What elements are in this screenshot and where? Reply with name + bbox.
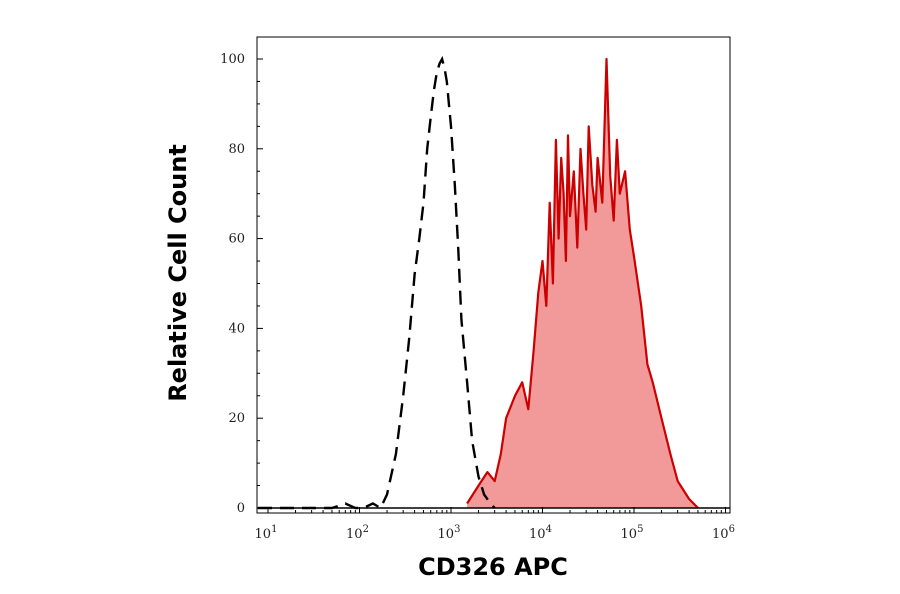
plot-frame [256,36,731,514]
y-tick-label: 100 [220,52,245,67]
x-tick-label: 104 [529,524,552,542]
control-histogram-layer [258,55,496,510]
x-tick-label: 106 [712,524,735,542]
y-axis-title: Relative Cell Count [164,144,192,402]
series-1-line [466,57,699,509]
x-axis-title: CD326 APC [418,553,568,581]
series-0-line [258,55,496,510]
y-tick-label: 20 [228,411,245,426]
axes-layer: 0 20 40 60 80 100 101 102 103 104 105 106 [220,52,735,542]
y-tick-label: 80 [228,142,245,157]
x-tick-label: 101 [255,524,278,542]
y-tick-label: 60 [228,232,245,247]
x-tick-label: 105 [621,524,644,542]
y-tick-label: 40 [228,321,245,336]
positive-histogram-layer [466,57,699,509]
y-tick-label: 0 [237,501,245,516]
x-tick-label: 102 [346,524,369,542]
x-tick-label: 103 [438,524,461,542]
